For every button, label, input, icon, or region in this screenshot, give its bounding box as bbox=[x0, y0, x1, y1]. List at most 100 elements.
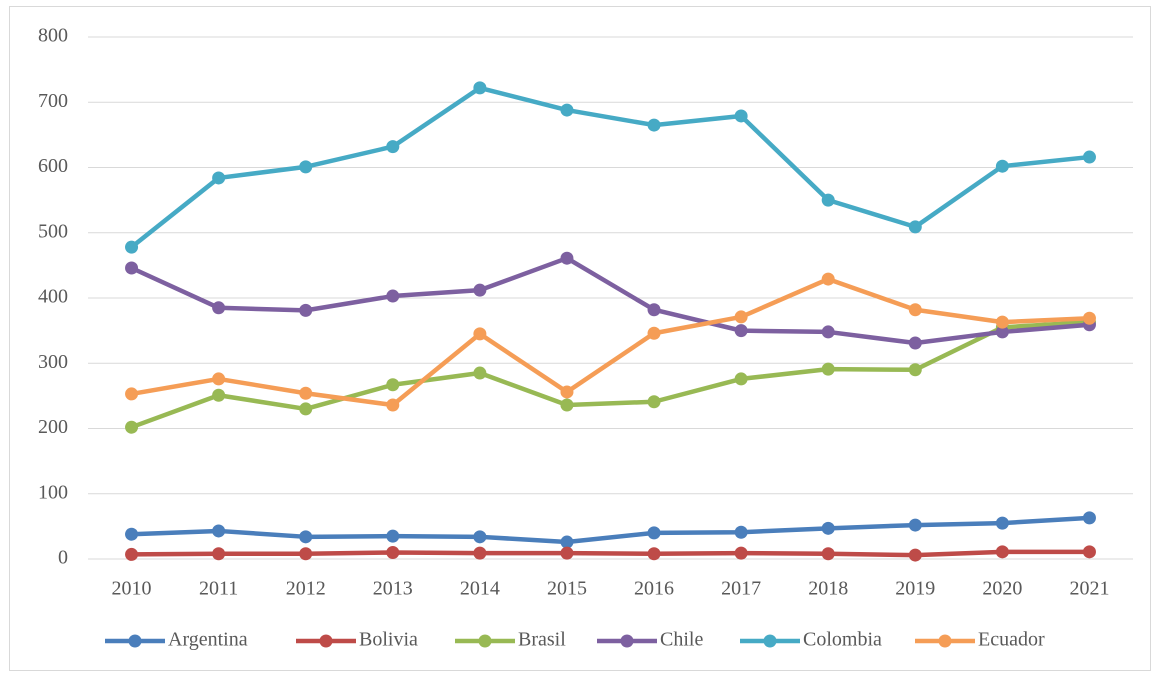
data-point bbox=[734, 310, 748, 324]
data-point bbox=[299, 386, 313, 400]
data-point bbox=[212, 372, 226, 386]
legend-marker bbox=[478, 634, 492, 648]
data-point bbox=[560, 385, 574, 399]
x-tick-label: 2021 bbox=[1069, 578, 1109, 600]
data-point bbox=[1082, 511, 1096, 525]
data-point bbox=[125, 387, 139, 401]
data-point bbox=[212, 171, 226, 185]
data-point bbox=[734, 525, 748, 539]
data-point bbox=[821, 272, 835, 286]
data-point bbox=[647, 547, 661, 561]
data-point bbox=[125, 527, 139, 541]
data-point bbox=[647, 326, 661, 340]
data-point bbox=[908, 303, 922, 317]
data-point bbox=[908, 336, 922, 350]
data-point bbox=[647, 395, 661, 409]
legend-label: Colombia bbox=[803, 629, 882, 651]
data-point bbox=[1082, 150, 1096, 164]
legend-label: Brasil bbox=[518, 629, 566, 651]
data-point bbox=[299, 303, 313, 317]
data-point bbox=[212, 301, 226, 315]
data-point bbox=[908, 518, 922, 532]
data-point bbox=[386, 529, 400, 543]
data-point bbox=[647, 118, 661, 132]
data-point bbox=[821, 325, 835, 339]
data-point bbox=[1082, 311, 1096, 325]
data-point bbox=[212, 388, 226, 402]
y-tick-label: 300 bbox=[38, 351, 68, 373]
data-point bbox=[386, 378, 400, 392]
legend-marker bbox=[938, 634, 952, 648]
data-point bbox=[473, 366, 487, 380]
x-tick-label: 2015 bbox=[547, 578, 587, 600]
data-point bbox=[386, 289, 400, 303]
series-line bbox=[130, 255, 1090, 346]
data-point bbox=[995, 545, 1009, 559]
data-point bbox=[560, 103, 574, 117]
data-point bbox=[560, 398, 574, 412]
y-tick-label: 100 bbox=[38, 481, 68, 503]
x-tick-label: 2014 bbox=[460, 578, 500, 600]
y-tick-label: 0 bbox=[58, 547, 68, 569]
data-point bbox=[908, 363, 922, 377]
x-tick-label: 2012 bbox=[286, 578, 326, 600]
series-line bbox=[131, 515, 1090, 545]
data-point bbox=[125, 547, 139, 561]
series-line bbox=[131, 276, 1090, 408]
data-point bbox=[125, 261, 139, 275]
legend-marker bbox=[763, 634, 777, 648]
x-tick-label: 2019 bbox=[895, 578, 935, 600]
x-tick-label: 2018 bbox=[808, 578, 848, 600]
data-point bbox=[473, 327, 487, 341]
data-point bbox=[995, 516, 1009, 530]
data-point bbox=[299, 402, 313, 416]
x-tick-label: 2011 bbox=[199, 578, 238, 600]
x-tick-label: 2017 bbox=[721, 578, 761, 600]
legend-marker bbox=[620, 634, 634, 648]
data-point bbox=[908, 548, 922, 562]
y-tick-label: 800 bbox=[38, 25, 68, 47]
data-point bbox=[299, 530, 313, 544]
legend-label: Chile bbox=[660, 629, 703, 651]
data-point bbox=[386, 140, 400, 154]
legend-label: Ecuador bbox=[978, 629, 1045, 651]
y-tick-label: 400 bbox=[38, 286, 68, 308]
legend-label: Argentina bbox=[168, 629, 248, 651]
data-point bbox=[386, 398, 400, 412]
data-point bbox=[299, 160, 313, 174]
x-tick-label: 2016 bbox=[634, 578, 674, 600]
data-point bbox=[734, 372, 748, 386]
data-point bbox=[908, 220, 922, 234]
data-point bbox=[1082, 545, 1096, 559]
data-point bbox=[734, 546, 748, 560]
y-tick-label: 600 bbox=[38, 155, 68, 177]
data-point bbox=[473, 546, 487, 560]
data-point bbox=[734, 324, 748, 338]
x-tick-label: 2010 bbox=[112, 578, 152, 600]
data-point bbox=[125, 420, 139, 434]
data-point bbox=[821, 193, 835, 207]
data-point bbox=[734, 109, 748, 123]
data-point bbox=[473, 530, 487, 544]
data-point bbox=[212, 524, 226, 538]
series-line bbox=[130, 319, 1090, 430]
series-line bbox=[130, 85, 1090, 249]
x-tick-label: 2013 bbox=[373, 578, 413, 600]
legend-marker bbox=[128, 634, 142, 648]
data-point bbox=[995, 325, 1009, 339]
data-point bbox=[212, 547, 226, 561]
data-point bbox=[560, 546, 574, 560]
data-point bbox=[647, 526, 661, 540]
data-point bbox=[560, 535, 574, 549]
data-point bbox=[821, 362, 835, 376]
y-tick-label: 500 bbox=[38, 220, 68, 242]
data-point bbox=[386, 545, 400, 559]
data-point bbox=[473, 81, 487, 95]
legend-marker bbox=[319, 634, 333, 648]
legend-label: Bolivia bbox=[359, 629, 418, 651]
data-point bbox=[560, 251, 574, 265]
data-point bbox=[473, 283, 487, 297]
y-tick-label: 200 bbox=[38, 416, 68, 438]
